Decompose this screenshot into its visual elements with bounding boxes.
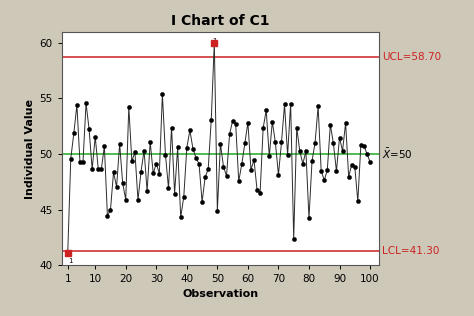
Text: LCL=41.30: LCL=41.30 — [383, 246, 440, 256]
Y-axis label: Individual Value: Individual Value — [25, 99, 35, 198]
Text: $\bar{X}$=50: $\bar{X}$=50 — [383, 147, 413, 161]
Title: I Chart of C1: I Chart of C1 — [171, 14, 270, 28]
X-axis label: Observation: Observation — [182, 289, 258, 299]
Text: 1: 1 — [212, 38, 217, 44]
Text: 1: 1 — [69, 258, 73, 264]
Text: UCL=58.70: UCL=58.70 — [383, 52, 441, 62]
